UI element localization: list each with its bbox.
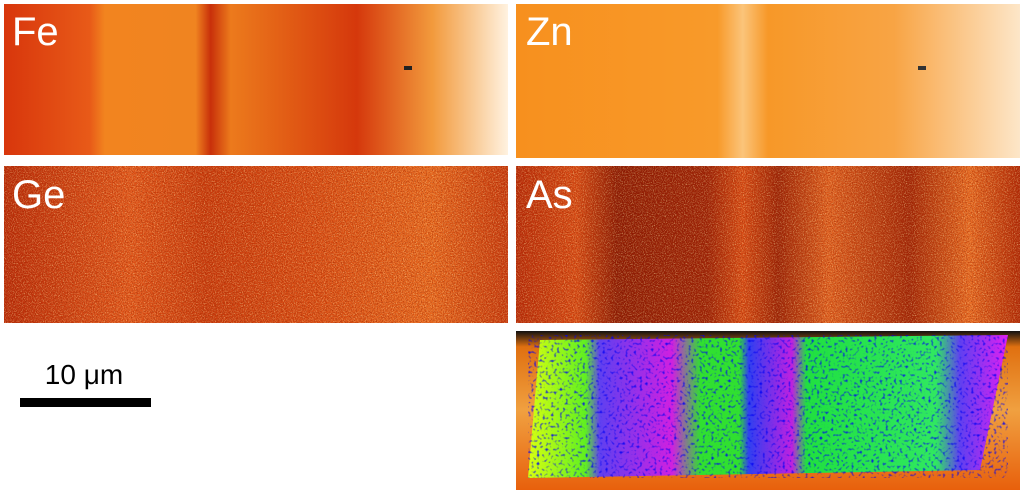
panel-label: Ge bbox=[12, 173, 65, 217]
zn-map: Zn bbox=[516, 4, 1020, 158]
phase-map bbox=[516, 331, 1020, 490]
fe-map: Fe bbox=[4, 4, 508, 155]
panel-label: Zn bbox=[526, 10, 573, 54]
ge-map: Ge bbox=[4, 166, 508, 323]
panel-label: As bbox=[526, 173, 573, 217]
as-map: As bbox=[516, 166, 1020, 323]
scale-bar: 10 μm bbox=[20, 359, 151, 407]
panel-label: Fe bbox=[12, 10, 59, 54]
scale-label: 10 μm bbox=[45, 359, 123, 390]
